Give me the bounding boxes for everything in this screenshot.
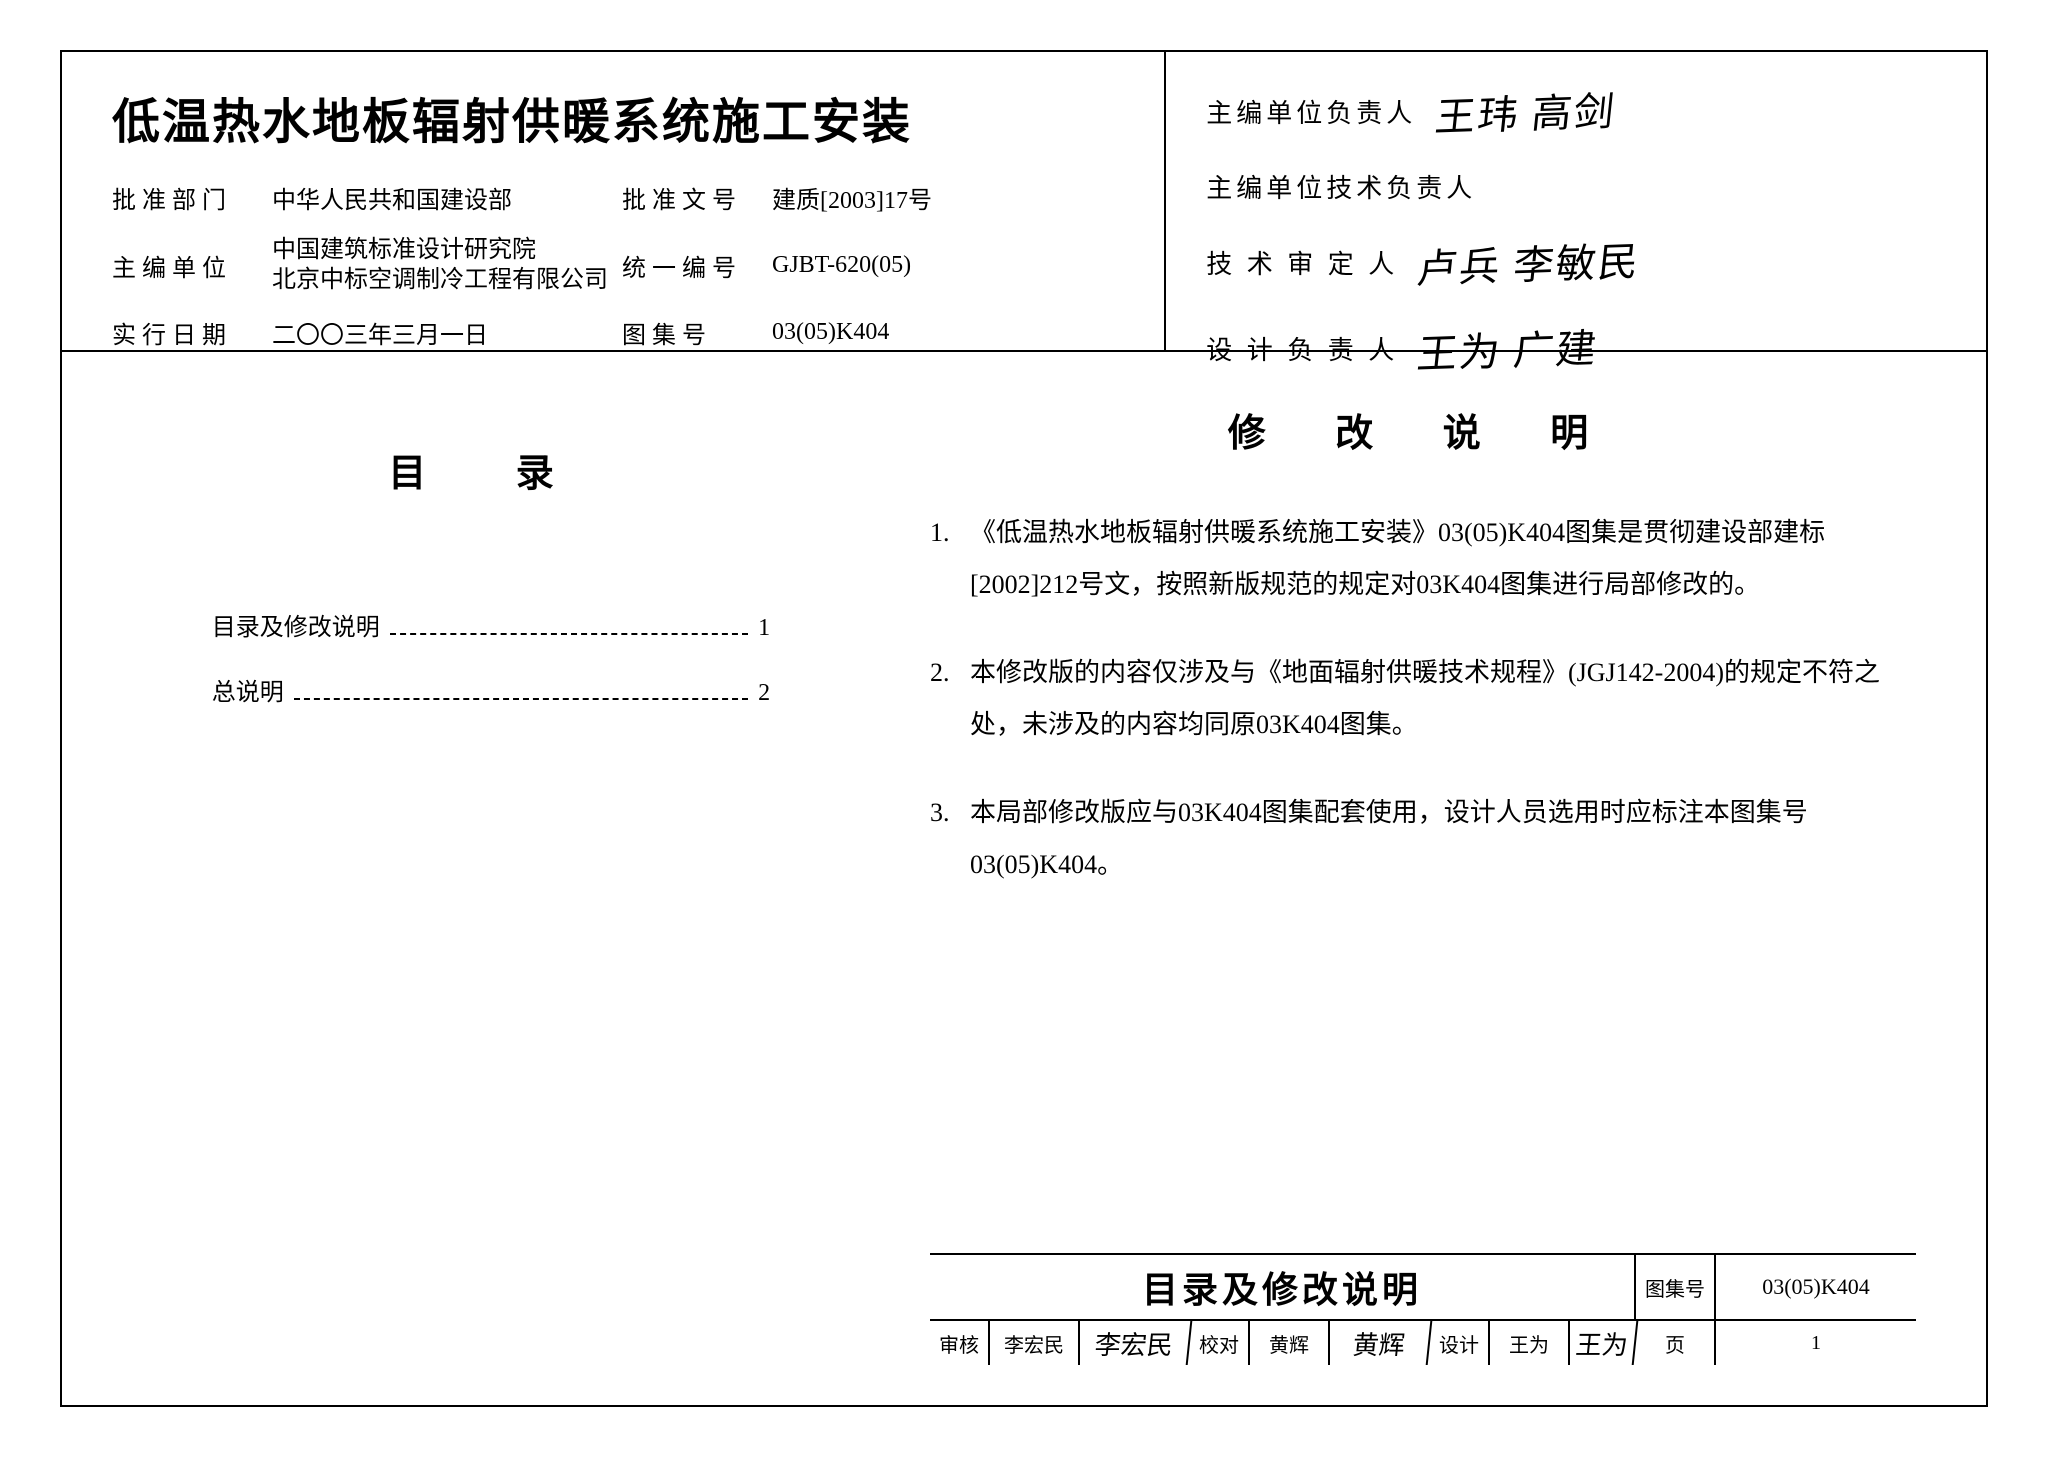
reviewer-signature: 卢兵 李敏民	[1415, 229, 1644, 295]
org-lead-label: 主编单位负责人	[1206, 93, 1416, 130]
revision-item-number: 1.	[930, 507, 970, 611]
document-title: 低温热水地板辐射供暖系统施工安装	[112, 82, 1124, 152]
editor-org-line1: 中国建筑标准设计研究院	[272, 235, 602, 265]
design-label: 设计	[1430, 1321, 1490, 1365]
signer-org-lead: 主编单位负责人 王玮 高剑	[1206, 82, 1956, 140]
footer-bottom-row: 审核 李宏民 李宏民 校对 黄辉 黄辉 设计 王为 王为 页 1	[930, 1319, 1916, 1365]
page-number: 1	[1716, 1321, 1916, 1365]
revision-item-text: 本局部修改版应与03K404图集配套使用，设计人员选用时应标注本图集号03(05…	[970, 787, 1916, 891]
approval-doc-value: 建质[2003]17号	[772, 180, 1032, 215]
title-block-left: 低温热水地板辐射供暖系统施工安装 批准部门 中华人民共和国建设部 批准文号 建质…	[62, 52, 1166, 350]
sheet-name: 目录及修改说明	[930, 1255, 1636, 1319]
page-label: 页	[1636, 1321, 1716, 1365]
design-signature: 王为	[1568, 1321, 1639, 1365]
check-name: 李宏民	[990, 1321, 1080, 1365]
title-block-right: 主编单位负责人 王玮 高剑 主编单位技术负责人 技 术 审 定 人 卢兵 李敏民…	[1166, 52, 1986, 350]
revision-panel: 修 改 说 明 1. 《低温热水地板辐射供暖系统施工安装》03(05)K404图…	[900, 352, 1986, 1405]
reviewer-label: 技 术 审 定 人	[1206, 244, 1398, 281]
effective-date-label: 实行日期	[112, 315, 252, 350]
toc-item-label: 总说明	[212, 672, 284, 707]
body-row: 目 录 目录及修改说明 1 总说明 2 修 改 说 明 1. 《低温	[62, 352, 1986, 1405]
approval-doc-label: 批准文号	[622, 180, 752, 215]
toc-line: 总说明 2	[212, 672, 770, 707]
toc-table: 目录及修改说明 1 总说明 2	[212, 607, 770, 707]
effective-date-value: 二〇〇三年三月一日	[272, 315, 602, 350]
check-signature: 李宏民	[1078, 1321, 1193, 1365]
toc-panel: 目 录 目录及修改说明 1 总说明 2	[62, 352, 900, 1405]
revision-item: 2. 本修改版的内容仅涉及与《地面辐射供暖技术规程》(JGJ142-2004)的…	[930, 647, 1916, 751]
verify-signature: 黄辉	[1328, 1321, 1433, 1365]
editor-org-value: 中国建筑标准设计研究院 北京中标空调制冷工程有限公司	[272, 235, 602, 295]
org-lead-signature: 王玮 高剑	[1433, 79, 1620, 143]
atlas-code-cell: 图集号 03(05)K404	[1636, 1255, 1916, 1319]
check-label: 审核	[930, 1321, 990, 1365]
unified-no-value: GJBT-620(05)	[772, 252, 1032, 279]
toc-line: 目录及修改说明 1	[212, 607, 770, 642]
revision-item-number: 3.	[930, 787, 970, 891]
toc-item-page: 1	[758, 615, 770, 642]
signer-tech-lead: 主编单位技术负责人	[1206, 168, 1956, 205]
editor-org-line2: 北京中标空调制冷工程有限公司	[272, 265, 602, 295]
verify-label: 校对	[1190, 1321, 1250, 1365]
verify-name: 黄辉	[1250, 1321, 1330, 1365]
meta-grid: 批准部门 中华人民共和国建设部 批准文号 建质[2003]17号 主编单位 中国…	[112, 180, 1124, 350]
revision-item-text: 《低温热水地板辐射供暖系统施工安装》03(05)K404图集是贯彻建设部建标[2…	[970, 507, 1916, 611]
toc-leader-dashes	[390, 633, 748, 635]
designer-signature: 王为 广建	[1415, 316, 1602, 380]
unified-no-label: 统一编号	[622, 248, 752, 283]
revision-item: 1. 《低温热水地板辐射供暖系统施工安装》03(05)K404图集是贯彻建设部建…	[930, 507, 1916, 611]
design-name: 王为	[1490, 1321, 1570, 1365]
revision-item: 3. 本局部修改版应与03K404图集配套使用，设计人员选用时应标注本图集号03…	[930, 787, 1916, 891]
toc-item-label: 目录及修改说明	[212, 607, 380, 642]
footer-top-row: 目录及修改说明 图集号 03(05)K404	[930, 1255, 1916, 1319]
toc-leader-dashes	[294, 698, 748, 700]
signer-reviewer: 技 术 审 定 人 卢兵 李敏民	[1206, 233, 1956, 291]
toc-item-page: 2	[758, 680, 770, 707]
atlas-code-label: 图集号	[1636, 1255, 1716, 1319]
revision-item-text: 本修改版的内容仅涉及与《地面辐射供暖技术规程》(JGJ142-2004)的规定不…	[970, 647, 1916, 751]
tech-lead-label: 主编单位技术负责人	[1206, 168, 1476, 205]
editor-org-label: 主编单位	[112, 248, 252, 283]
title-block-row: 低温热水地板辐射供暖系统施工安装 批准部门 中华人民共和国建设部 批准文号 建质…	[62, 52, 1986, 352]
approval-dept-label: 批准部门	[112, 180, 252, 215]
revision-item-number: 2.	[930, 647, 970, 751]
sheet-footer: 目录及修改说明 图集号 03(05)K404 审核 李宏民 李宏民 校对 黄辉 …	[930, 1253, 1916, 1365]
atlas-code-value: 03(05)K404	[1716, 1255, 1916, 1319]
approval-dept-value: 中华人民共和国建设部	[272, 180, 602, 215]
revision-heading: 修 改 说 明	[930, 402, 1916, 457]
drawing-sheet: 低温热水地板辐射供暖系统施工安装 批准部门 中华人民共和国建设部 批准文号 建质…	[60, 50, 1988, 1407]
toc-heading: 目 录	[142, 442, 840, 497]
atlas-no-value: 03(05)K404	[772, 319, 1032, 346]
revision-list: 1. 《低温热水地板辐射供暖系统施工安装》03(05)K404图集是贯彻建设部建…	[930, 507, 1916, 927]
atlas-no-label: 图 集 号	[622, 315, 752, 350]
